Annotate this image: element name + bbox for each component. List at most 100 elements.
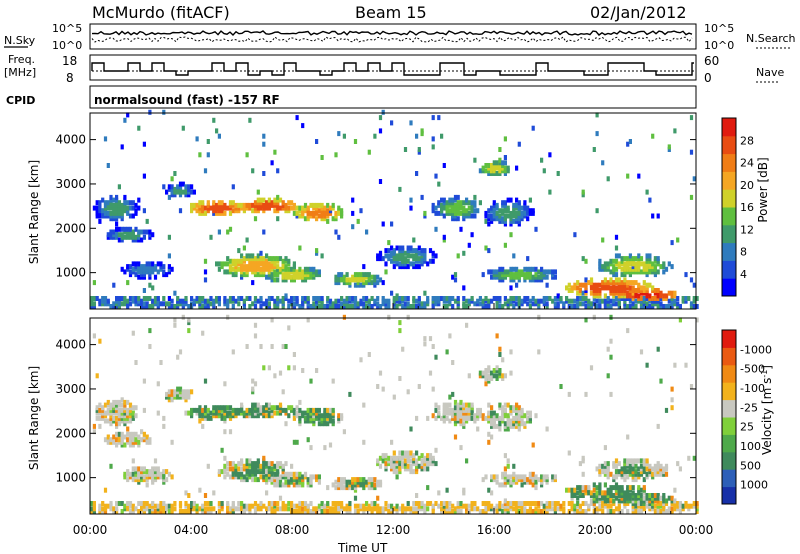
heatmap-cell: [281, 205, 285, 211]
heatmap-cell: [98, 208, 102, 214]
heatmap-cell: [167, 296, 171, 301]
heatmap-cell: [401, 250, 405, 256]
heatmap-cell: [431, 301, 435, 307]
heatmap-cell: [359, 301, 363, 307]
heatmap-cell: [303, 269, 308, 275]
heatmap-cell: [123, 471, 127, 477]
heatmap-cell: [609, 471, 613, 477]
heatmap-cell: [612, 463, 616, 469]
heatmap-cell: [628, 471, 632, 477]
heatmap-cell: [442, 407, 446, 413]
heatmap-cell: [231, 184, 235, 190]
heatmap-cell: [426, 298, 430, 304]
heatmap-cell: [653, 466, 657, 472]
heatmap-cell: [431, 250, 435, 256]
heatmap-cell: [362, 274, 366, 280]
heatmap-cell: [265, 301, 269, 307]
heatmap-cell: [434, 296, 438, 301]
heatmap-cell: [228, 410, 233, 416]
colorbar-segment: [722, 330, 736, 348]
heatmap-cell: [445, 415, 449, 421]
heatmap-cell: [614, 301, 619, 307]
heatmap-cell: [503, 413, 507, 419]
heatmap-cell: [198, 298, 202, 304]
heatmap-cell: [451, 200, 455, 206]
heatmap-cell: [217, 266, 221, 272]
heatmap-cell: [331, 202, 335, 208]
heatmap-cell: [573, 285, 577, 291]
heatmap-cell: [270, 405, 274, 411]
heatmap-cell: [117, 415, 121, 421]
heatmap-cell: [467, 413, 471, 419]
heatmap-cell: [445, 506, 449, 512]
heatmap-cell: [226, 269, 230, 275]
heatmap-cell: [431, 386, 435, 392]
heatmap-cell: [695, 506, 699, 512]
heatmap-cell: [373, 503, 377, 509]
heatmap-cell: [384, 248, 388, 254]
heatmap-cell: [92, 304, 96, 309]
heatmap-cell: [259, 410, 263, 416]
heatmap-cell: [637, 293, 641, 299]
heatmap-cell: [223, 296, 227, 301]
heatmap-cell: [623, 288, 627, 293]
heatmap-cell: [384, 298, 388, 304]
heatmap-cell: [523, 202, 527, 208]
heatmap-cell: [659, 463, 663, 469]
heatmap-cell: [645, 189, 649, 195]
heatmap-cell: [234, 466, 238, 472]
heatmap-cell: [453, 407, 458, 413]
heatmap-cell: [242, 304, 246, 309]
heatmap-cell: [267, 413, 271, 419]
heatmap-cell: [356, 277, 360, 283]
heatmap-cell: [598, 490, 602, 496]
heatmap-cell: [148, 229, 152, 235]
heatmap-cell: [131, 296, 135, 301]
heatmap-cell: [639, 487, 644, 493]
heatmap-cell: [603, 280, 607, 286]
heatmap-cell: [306, 205, 310, 211]
heatmap-cell: [576, 301, 580, 307]
heatmap-cell: [656, 501, 660, 506]
heatmap-cell: [253, 200, 258, 206]
heatmap-cell: [515, 477, 519, 483]
heatmap-cell: [276, 298, 280, 304]
heatmap-cell: [495, 205, 499, 211]
heatmap-cell: [317, 208, 321, 214]
heatmap-cell: [301, 413, 305, 419]
heatmap-cell: [487, 269, 491, 275]
heatmap-cell: [623, 493, 627, 498]
heatmap-cell: [284, 479, 288, 485]
heatmap-cell: [545, 274, 549, 280]
heatmap-cell: [612, 298, 616, 304]
heatmap-cell: [134, 469, 138, 475]
heatmap-cell: [426, 453, 430, 459]
heatmap-cell: [284, 258, 288, 264]
heatmap-cell: [492, 421, 496, 427]
nave-tick-high: 60: [704, 54, 719, 68]
heatmap-cell: [217, 210, 221, 216]
heatmap-cell: [270, 344, 274, 349]
heatmap-cell: [551, 298, 555, 304]
heatmap-cell: [178, 181, 183, 187]
heatmap-cell: [498, 418, 502, 424]
heatmap-cell: [217, 261, 221, 267]
heatmap-cell: [306, 410, 310, 416]
heatmap-cell: [684, 272, 688, 278]
heatmap-cell: [317, 202, 321, 208]
heatmap-cell: [609, 354, 613, 360]
heatmap-cell: [428, 248, 433, 254]
heatmap-cell: [617, 277, 621, 283]
heatmap-cell: [134, 301, 138, 307]
heatmap-cell: [140, 274, 144, 280]
heatmap-cell: [498, 405, 502, 411]
heatmap-cell: [603, 445, 607, 451]
heatmap-cell: [662, 471, 666, 477]
heatmap-cell: [553, 503, 557, 509]
heatmap-cell: [306, 213, 310, 219]
heatmap-cell: [642, 466, 646, 472]
heatmap-cell: [198, 200, 202, 206]
heatmap-cell: [256, 405, 260, 411]
heatmap-cell: [181, 391, 185, 397]
heatmap-cell: [376, 256, 380, 262]
